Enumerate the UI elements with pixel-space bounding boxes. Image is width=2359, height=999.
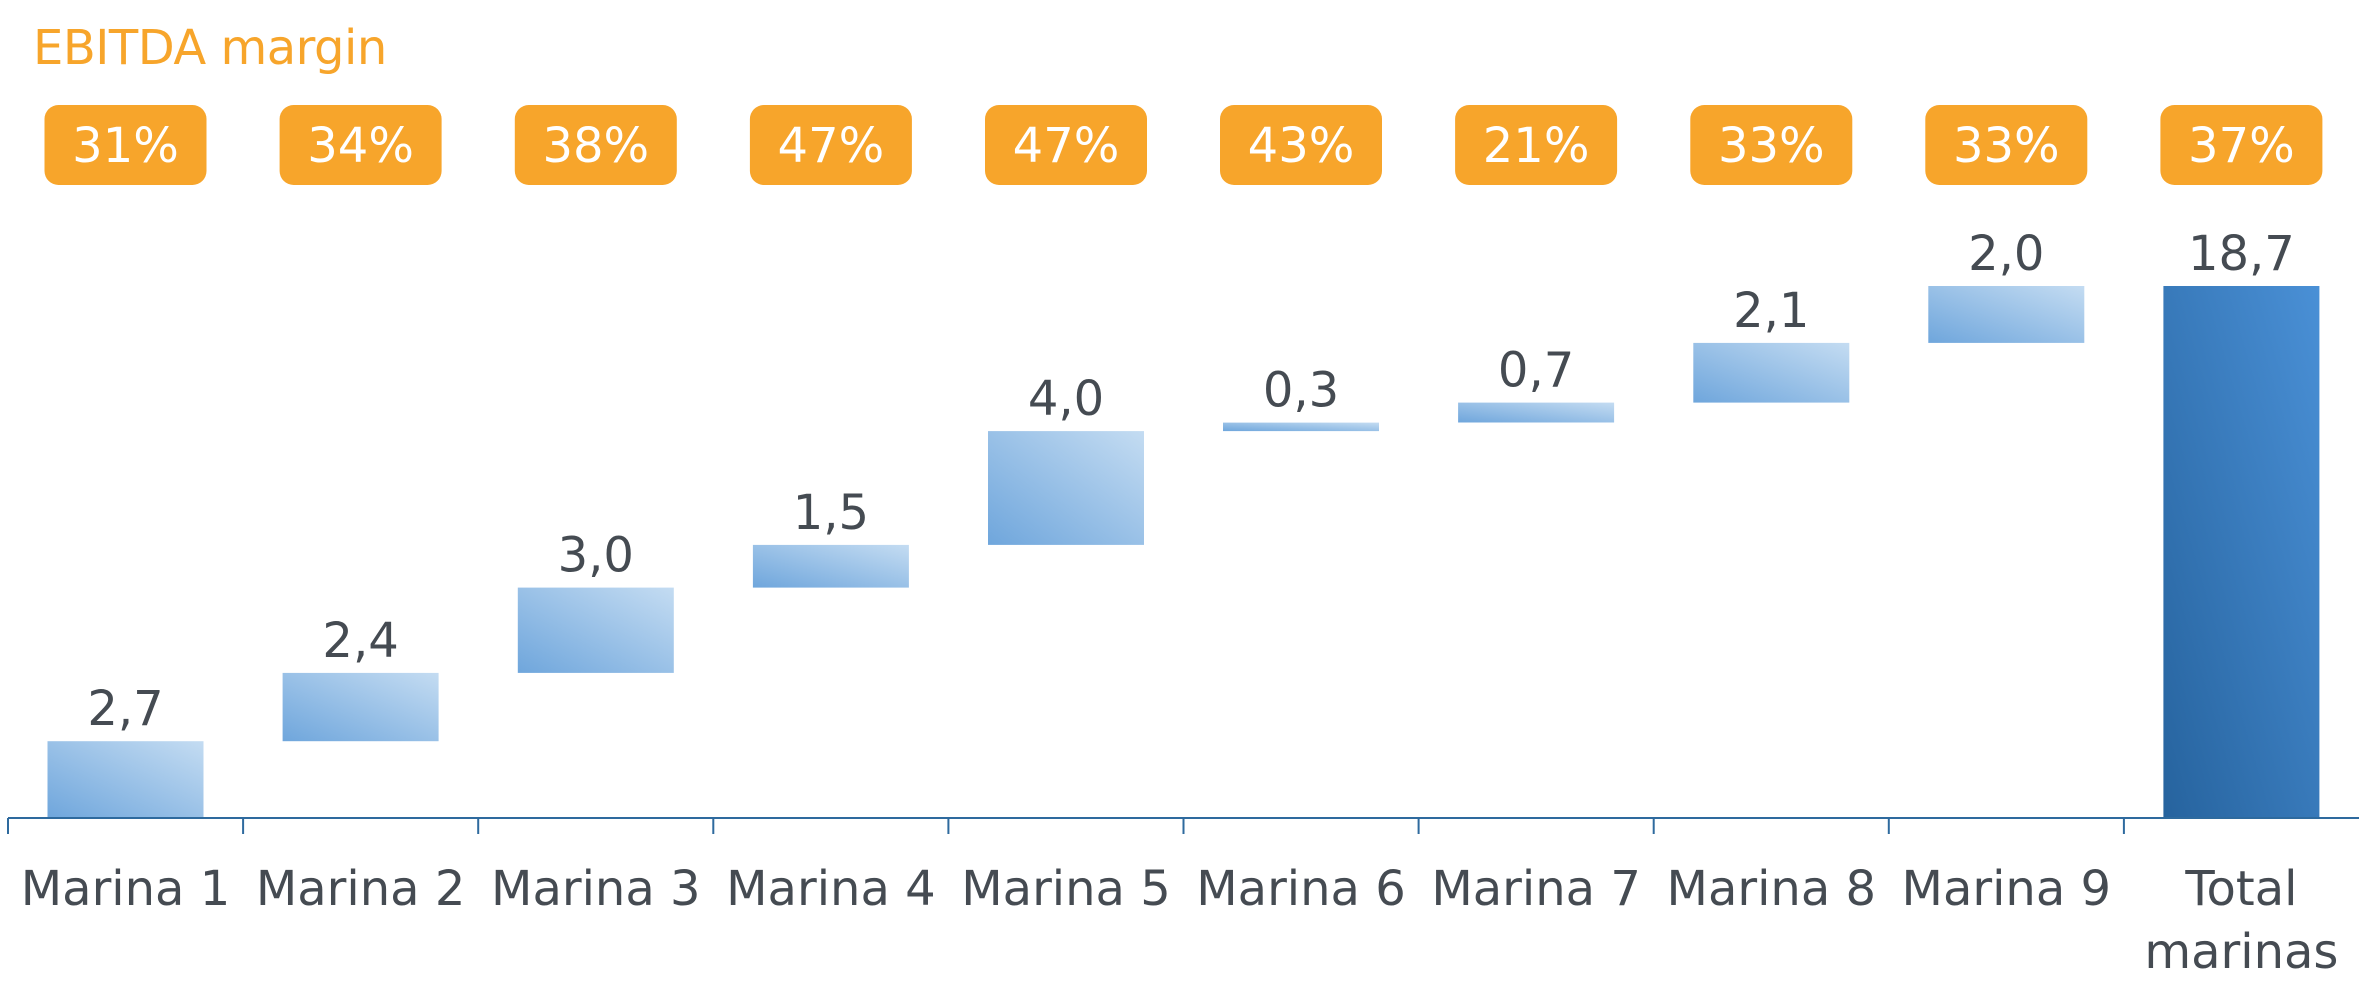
bars — [47, 286, 2320, 818]
margin-badge — [44, 105, 207, 185]
margin-badge — [749, 105, 912, 185]
margin-badge — [1925, 105, 2088, 185]
margin-badge — [1220, 105, 1382, 185]
value-label: 2,0 — [1968, 226, 2044, 282]
value-label: 3,0 — [558, 528, 634, 584]
margin-badge-label: 34% — [307, 118, 414, 174]
category-label: Marina 9 — [1902, 861, 2112, 917]
chart-title: EBITDA margin — [33, 20, 387, 76]
x-axis — [7, 817, 2359, 834]
value-label: 2,7 — [87, 681, 163, 737]
value-label: 2,1 — [1733, 283, 1809, 339]
margin-badge — [1690, 105, 1853, 185]
bar-step — [1928, 286, 2085, 343]
margin-badge-label: 38% — [542, 118, 649, 174]
margin-badge-label: 47% — [778, 118, 885, 174]
category-label: Marina 4 — [726, 861, 936, 917]
bar-step — [1693, 342, 1850, 403]
category-label: Marina 1 — [21, 861, 231, 917]
value-labels: 2,7 2,4 3,0 1,5 4,0 0,3 0,7 2,1 2,0 18,7 — [87, 226, 2295, 737]
margin-badge — [2160, 105, 2323, 185]
margin-badge-label: 33% — [1718, 118, 1825, 174]
category-label: marinas — [2144, 924, 2338, 980]
value-label: 0,3 — [1263, 363, 1339, 419]
margin-badges: 31% 34% 38% 47% 47% 43% 21% 33% 33% 37% — [44, 105, 2323, 185]
value-label: 18,7 — [2188, 226, 2295, 282]
margin-badge-label: 37% — [2188, 118, 2295, 174]
category-label: Marina 6 — [1196, 861, 1406, 917]
category-labels: Marina 1 Marina 2 Marina 3 Marina 4 Marina 5… — [21, 861, 2339, 980]
margin-badge-label: 47% — [1013, 118, 1120, 174]
margin-badge-label: 33% — [1953, 118, 2060, 174]
margin-badge — [985, 105, 1147, 185]
bar-step — [517, 587, 674, 673]
bar-step — [1458, 402, 1615, 423]
category-label: Total — [2184, 861, 2297, 917]
margin-badge — [279, 105, 442, 185]
bar-step — [282, 672, 439, 742]
margin-badge-label: 43% — [1248, 118, 1355, 174]
margin-badge-label: 21% — [1483, 118, 1590, 174]
bar-step — [752, 544, 909, 588]
category-label: Marina 5 — [961, 861, 1171, 917]
bar-total — [2163, 286, 2320, 818]
margin-badge — [514, 105, 677, 185]
value-label: 2,4 — [322, 613, 398, 669]
category-label: Marina 3 — [491, 861, 701, 917]
margin-badge — [1455, 105, 1618, 185]
category-label: Marina 2 — [256, 861, 466, 917]
category-label: Marina 8 — [1667, 861, 1877, 917]
bar-step — [988, 431, 1144, 545]
value-label: 0,7 — [1498, 343, 1574, 399]
bar-step — [1223, 422, 1379, 432]
margin-badge-label: 31% — [72, 118, 179, 174]
value-label: 4,0 — [1028, 371, 1104, 427]
bar-step — [47, 741, 204, 818]
value-label: 1,5 — [793, 485, 869, 541]
category-label: Marina 7 — [1431, 861, 1641, 917]
